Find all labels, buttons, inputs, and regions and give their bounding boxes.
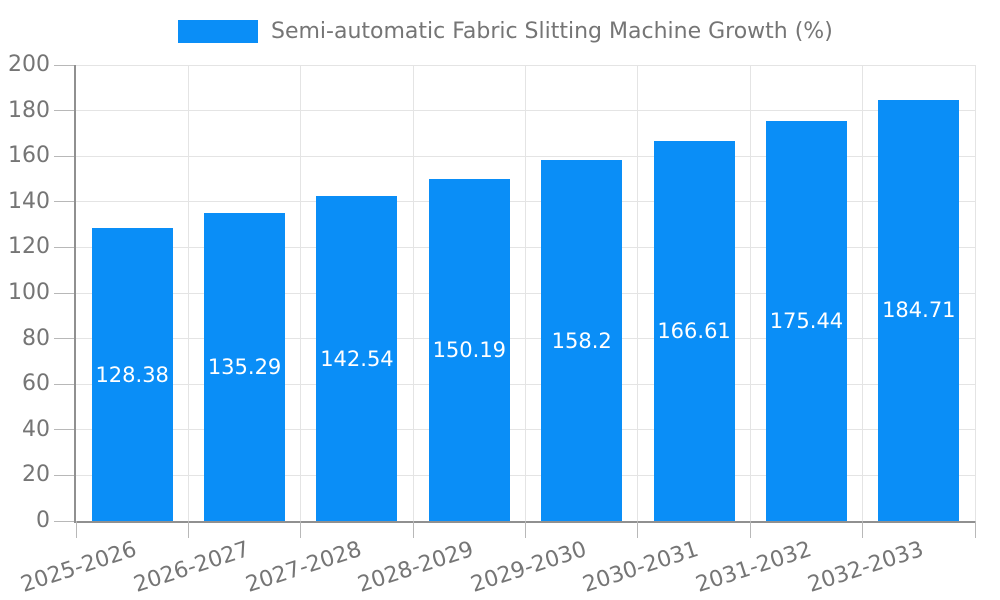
y-axis-tick	[54, 155, 74, 157]
y-axis-label: 200	[8, 52, 50, 77]
bar-value-label: 184.71	[882, 298, 956, 323]
gridline-vertical	[637, 65, 639, 521]
x-axis-tick	[637, 521, 639, 538]
x-axis-label: 2026-2027	[130, 537, 253, 598]
y-axis-label: 20	[22, 462, 50, 488]
y-axis-label: 120	[8, 234, 50, 260]
gridline-vertical	[862, 65, 864, 521]
bar[interactable]: 175.44	[765, 121, 847, 521]
y-axis-label: 140	[8, 188, 50, 214]
y-axis-label: 0	[36, 508, 50, 533]
x-axis-tick	[749, 521, 751, 538]
x-axis-tick	[412, 521, 414, 538]
bar-value-label: 175.44	[769, 309, 844, 333]
y-axis-label: 60	[22, 371, 50, 397]
gridline-vertical	[749, 65, 751, 521]
x-axis-tick	[187, 521, 189, 538]
x-axis-label: 2031-2032	[692, 537, 815, 598]
bar-value-label: 128.38	[95, 362, 169, 387]
gridline-vertical	[525, 65, 526, 521]
x-axis-label: 2030-2031	[580, 537, 702, 598]
gridline-vertical	[974, 65, 976, 521]
plot-area: 0 20 40 60 80 100 120 140 160 180 200 128.38 135.29 1…	[8, 52, 976, 598]
y-axis-tick	[54, 338, 74, 340]
legend-item[interactable]: Semi-automatic Fabric Slitting Machine G…	[178, 19, 833, 44]
x-axis-tick	[300, 521, 302, 538]
x-axis-tick	[974, 521, 976, 538]
bar-value-label: 158.2	[551, 328, 612, 353]
bar[interactable]: 150.19	[428, 178, 510, 521]
bar[interactable]: 166.61	[653, 141, 735, 521]
x-axis-label: 2027-2028	[242, 537, 365, 598]
gridline-vertical	[300, 65, 302, 521]
x-axis-label: 2025-2026	[18, 537, 140, 598]
x-axis-label: 2028-2029	[355, 537, 478, 598]
bar-value-label: 135.29	[207, 354, 282, 379]
bar-value-label: 142.54	[320, 346, 394, 371]
y-axis-tick	[54, 292, 74, 294]
y-axis-label: 160	[8, 143, 50, 169]
x-axis-tick	[525, 521, 526, 538]
x-axis-label: 2029-2030	[467, 537, 590, 598]
bar[interactable]: 158.2	[541, 160, 623, 521]
x-axis-tick	[862, 521, 864, 538]
gridline-vertical	[187, 65, 189, 521]
bar[interactable]: 135.29	[204, 212, 286, 521]
bar[interactable]: 184.71	[878, 99, 960, 521]
y-axis-label: 40	[22, 416, 50, 442]
x-axis-label: 2032-2033	[804, 537, 927, 598]
y-axis-tick	[54, 246, 74, 248]
y-axis-tick	[54, 201, 74, 203]
bar[interactable]: 128.38	[91, 228, 173, 521]
y-axis-tick	[54, 474, 74, 476]
y-axis-label: 80	[22, 325, 50, 351]
x-axis-tick	[75, 521, 77, 538]
bar-value-label: 166.61	[657, 319, 731, 344]
bar[interactable]: 142.54	[316, 196, 398, 521]
y-axis-tick	[54, 64, 74, 66]
y-axis-tick	[54, 110, 74, 112]
y-axis-label: 180	[8, 97, 50, 123]
y-axis-tick	[54, 383, 74, 385]
legend-label: Semi-automatic Fabric Slitting Machine G…	[271, 19, 833, 44]
y-axis-tick	[54, 429, 74, 431]
y-axis-label: 100	[8, 280, 50, 305]
legend-swatch	[178, 20, 258, 43]
gridline-vertical	[412, 65, 414, 521]
y-axis-tick	[54, 520, 74, 522]
bar-value-label: 150.19	[432, 337, 507, 362]
